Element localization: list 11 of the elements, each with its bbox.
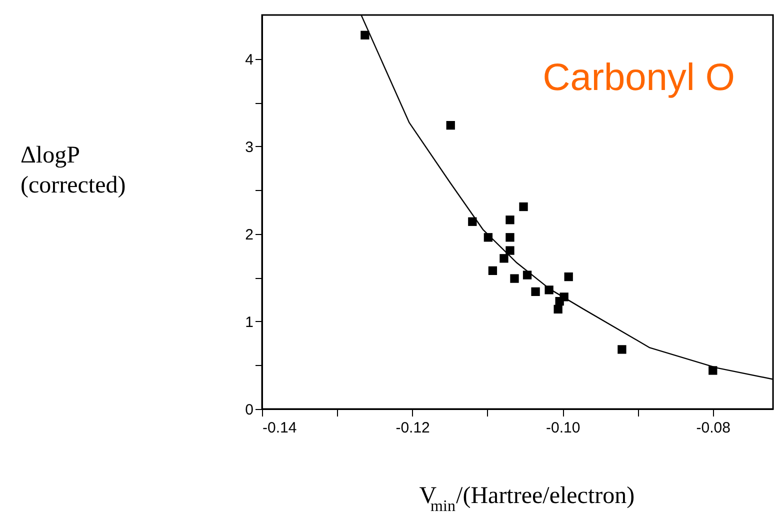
x-tick-label: -0.14 (262, 420, 297, 436)
y-tick-label: 3 (245, 138, 254, 156)
y-axis-title: ΔlogP (corrected) (20, 142, 126, 198)
y-tick-label: 1 (245, 314, 254, 331)
y-tick-label: 0 (245, 402, 254, 418)
x-tick-label: -0.08 (696, 420, 730, 436)
x-tick-label: -0.10 (546, 420, 580, 436)
annotation: Carbonyl O (542, 57, 735, 99)
x-tick-label: -0.12 (396, 420, 430, 436)
y-tick-label: 2 (245, 226, 254, 244)
y-tick-label: 4 (245, 51, 254, 68)
